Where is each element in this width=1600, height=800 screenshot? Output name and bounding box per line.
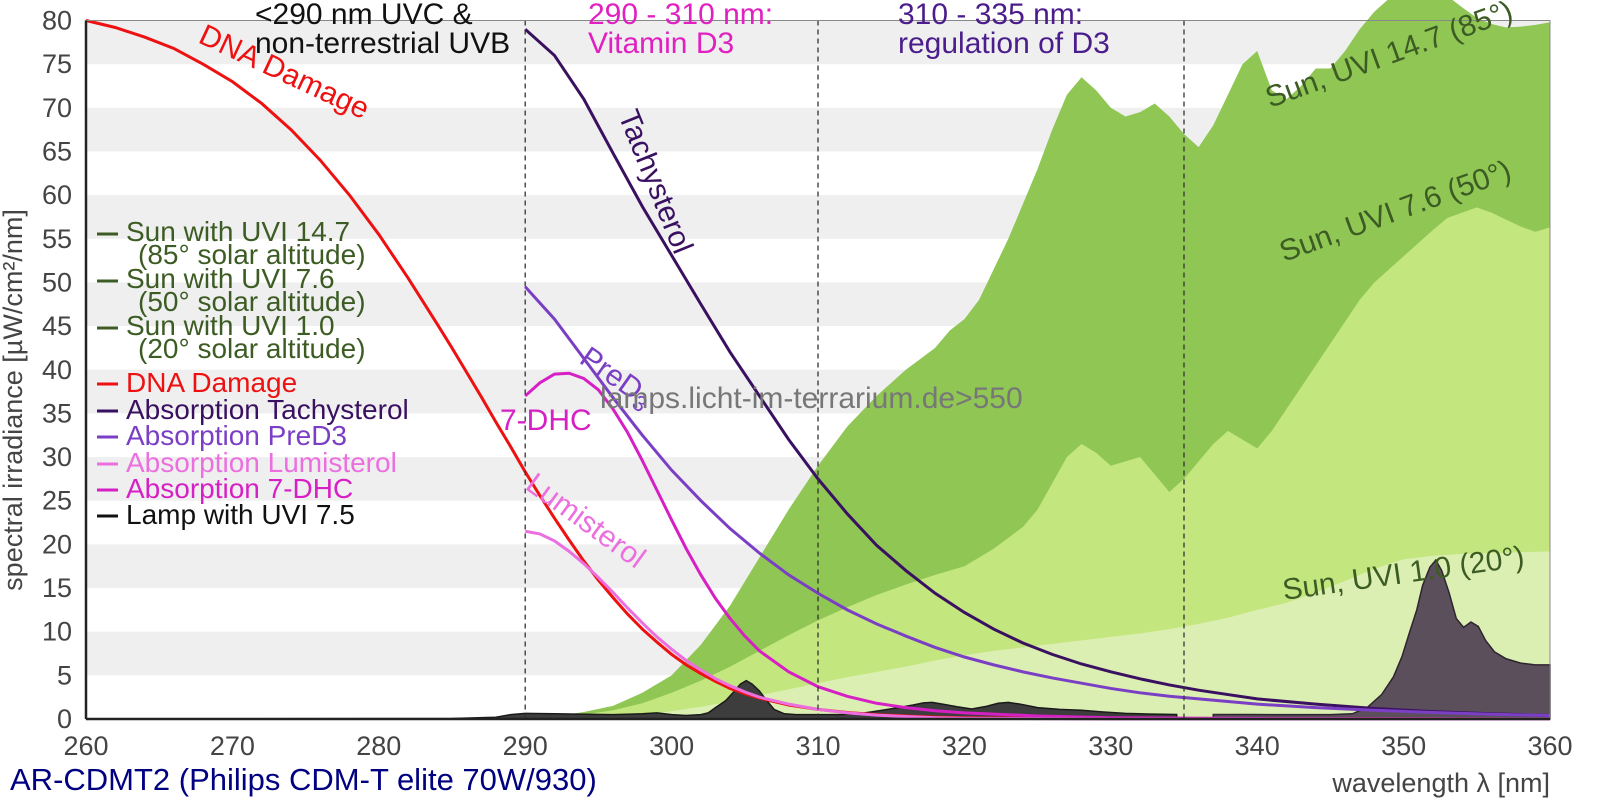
svg-text:non-terrestrial UVB: non-terrestrial UVB: [255, 27, 510, 60]
svg-text:350: 350: [1381, 731, 1426, 761]
svg-text:340: 340: [1235, 731, 1280, 761]
svg-text:wavelength λ [nm]: wavelength λ [nm]: [1331, 768, 1550, 798]
svg-text:30: 30: [42, 442, 72, 472]
svg-text:45: 45: [42, 311, 72, 341]
svg-text:15: 15: [42, 573, 72, 603]
svg-text:regulation of D3: regulation of D3: [898, 27, 1110, 60]
svg-text:260: 260: [63, 731, 108, 761]
svg-text:65: 65: [42, 137, 72, 167]
svg-text:25: 25: [42, 486, 72, 516]
svg-text:20: 20: [42, 529, 72, 559]
svg-text:360: 360: [1527, 731, 1572, 761]
svg-text:7-DHC: 7-DHC: [500, 404, 592, 437]
svg-text:AR-CDMT2 (Philips CDM-T elite: AR-CDMT2 (Philips CDM-T elite 70W/930): [10, 762, 597, 797]
svg-text:320: 320: [942, 731, 987, 761]
svg-text:Lamp with UVI 7.5: Lamp with UVI 7.5: [126, 499, 355, 530]
svg-text:80: 80: [42, 6, 72, 36]
svg-text:40: 40: [42, 355, 72, 385]
svg-text:290: 290: [503, 731, 548, 761]
svg-text:70: 70: [42, 93, 72, 123]
svg-text:spectral irradiance [µW/cm²/nm: spectral irradiance [µW/cm²/nm]: [0, 209, 28, 591]
svg-text:270: 270: [210, 731, 255, 761]
svg-text:0: 0: [57, 704, 72, 734]
svg-text:280: 280: [356, 731, 401, 761]
svg-text:Vitamin D3: Vitamin D3: [588, 27, 734, 60]
svg-text:310: 310: [795, 731, 840, 761]
svg-text:50: 50: [42, 267, 72, 297]
svg-text:5: 5: [57, 660, 72, 690]
svg-text:330: 330: [1088, 731, 1133, 761]
svg-text:75: 75: [42, 49, 72, 79]
svg-text:10: 10: [42, 617, 72, 647]
svg-text:60: 60: [42, 180, 72, 210]
svg-text:300: 300: [649, 731, 694, 761]
svg-text:55: 55: [42, 224, 72, 254]
svg-text:lamps.licht-im-terrarium.de>55: lamps.licht-im-terrarium.de>550: [600, 382, 1023, 415]
svg-text:(20° solar altitude): (20° solar altitude): [138, 333, 366, 364]
svg-text:35: 35: [42, 398, 72, 428]
